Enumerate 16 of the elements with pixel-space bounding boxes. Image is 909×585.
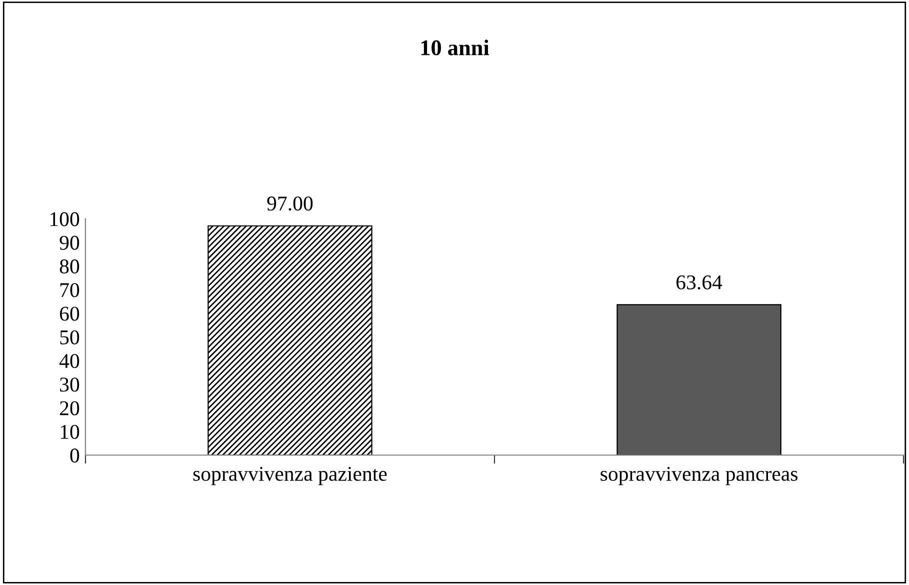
y-tick-label: 50: [60, 330, 80, 344]
y-tick-label: 60: [60, 306, 80, 321]
data-label: 63.64: [676, 275, 722, 290]
y-tick-label: 40: [59, 354, 80, 368]
x-tick-label: sopravvivenza paziente: [193, 466, 387, 486]
chart-title: 10 anni: [421, 40, 490, 56]
y-tick-label: 30: [60, 378, 80, 392]
y-tick-label: 70: [60, 283, 80, 298]
y-tick-label: 80: [60, 259, 80, 274]
y-tick-label: 0: [70, 448, 80, 463]
x-tick-label: sopravvivenza pancreas: [600, 466, 798, 486]
y-tick-label: 90: [60, 236, 80, 250]
y-tick-label: 20: [60, 401, 80, 416]
data-label: 97.00: [267, 196, 313, 211]
y-tick-label: 100: [50, 212, 80, 226]
y-tick-label: 10: [60, 424, 80, 439]
